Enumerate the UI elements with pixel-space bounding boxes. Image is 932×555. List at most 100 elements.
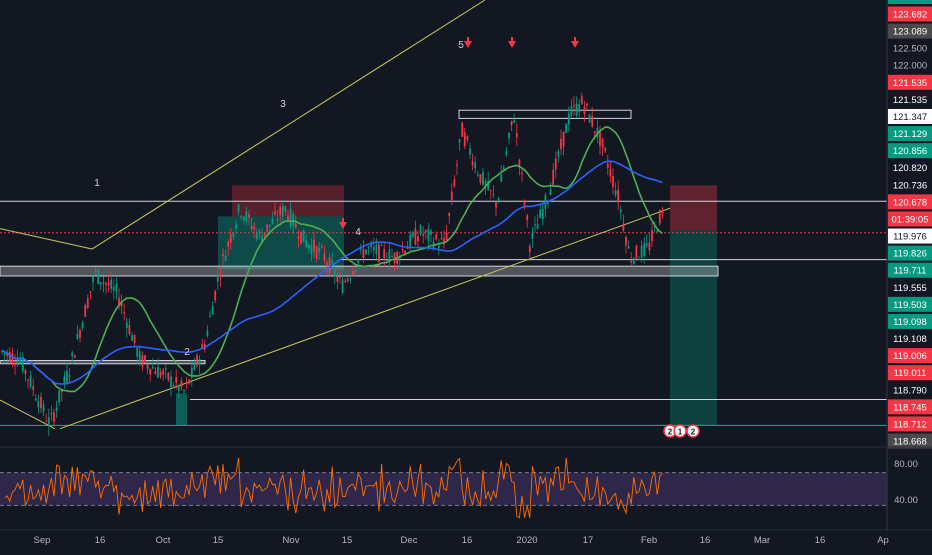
candle-body (638, 258, 640, 260)
candle-body (34, 398, 37, 401)
candle-body (456, 164, 458, 166)
price-label: 119.108 (893, 334, 927, 345)
candle-body (443, 238, 445, 245)
candle-body (471, 161, 474, 166)
price-label: 120.736 (893, 180, 927, 191)
candle-body (214, 290, 217, 301)
price-label-bg (888, 348, 932, 364)
candle-body (466, 136, 469, 140)
candle-body (586, 103, 588, 106)
candle-body (144, 355, 146, 362)
candle-body (448, 213, 451, 217)
wave-label-1: 1 (94, 178, 100, 189)
price-label: 119.011 (894, 368, 927, 379)
candle-body (656, 231, 659, 233)
price-label: 123.089 (893, 27, 927, 38)
candle-body (575, 103, 578, 116)
candle-body (445, 233, 448, 240)
time-axis: Sep 16 Oct 15 Nov 15 Dec 16 2020 17 Feb 16 Mar 16 Ap (0, 529, 932, 546)
price-label: 119.826 (893, 249, 927, 260)
candle-body (463, 132, 466, 147)
candle-body (216, 277, 219, 282)
candle-body (164, 368, 167, 370)
moving-average-slow (1, 160, 663, 385)
price-label-bg (888, 177, 932, 193)
candle-body (172, 385, 175, 387)
candle-body (523, 201, 526, 206)
candle-body (424, 230, 427, 233)
candle-body (53, 412, 55, 422)
candle-body (198, 358, 201, 365)
candle-body (300, 231, 302, 244)
price-label: 118.745 (893, 402, 927, 413)
candle-body (268, 224, 271, 227)
candle-body (497, 198, 500, 201)
candle-body (76, 333, 79, 339)
wave-label-4: 4 (355, 227, 361, 238)
candle-body (531, 232, 534, 239)
candle-body (110, 279, 113, 289)
candle-body (487, 180, 490, 190)
candle-body (79, 329, 81, 338)
candle-body (47, 417, 50, 427)
candle-body (242, 216, 245, 221)
candle-body (391, 255, 393, 257)
candle-body (294, 223, 297, 228)
channel-line (0, 228, 93, 250)
price-label-bg (888, 279, 932, 295)
candle-body (190, 367, 193, 378)
candle-body (580, 96, 583, 104)
price-label-bg (888, 40, 932, 56)
candle-body (562, 131, 565, 147)
arrow-down-icon (571, 41, 579, 48)
time-tick-label: 17 (583, 535, 594, 546)
candle-body (560, 138, 562, 150)
price-label-bg (888, 228, 932, 244)
candle-body (625, 237, 627, 246)
candle-body (645, 243, 648, 246)
price-label-bg (888, 331, 932, 347)
candle-body (648, 242, 651, 251)
wave-label-3: 3 (280, 99, 286, 110)
candle-body (661, 211, 664, 214)
candle-body (632, 258, 635, 265)
candle-body (55, 407, 58, 411)
candle-body (484, 180, 487, 186)
candle-body (302, 229, 305, 243)
candle-body (66, 370, 68, 383)
price-label: 121.129 (893, 129, 927, 140)
price-label: 119.555 (893, 283, 927, 294)
price-label-bg (888, 433, 932, 449)
event-badge-label: 1 (678, 428, 683, 437)
candle-body (619, 209, 622, 212)
candle-body (365, 249, 367, 254)
candle-body (339, 276, 341, 278)
candle-body (151, 366, 154, 369)
candle-body (469, 148, 471, 155)
candle-body (19, 358, 22, 362)
candle-body (505, 151, 508, 155)
event-badge (673, 424, 687, 438)
event-badge (686, 424, 700, 438)
candle-body (279, 207, 282, 216)
candle-body (437, 245, 440, 249)
candle-body (159, 372, 162, 377)
candle-body (591, 116, 594, 127)
candle-body (383, 249, 386, 259)
candle-body (281, 205, 284, 217)
candle-body (261, 235, 263, 242)
time-tick-label: 16 (462, 535, 473, 546)
time-tick-label: Mar (754, 535, 770, 546)
price-label-bg (888, 365, 932, 381)
candle-body (479, 174, 482, 183)
candle-body (86, 298, 89, 309)
candle-body (453, 179, 456, 187)
candle-body (375, 245, 378, 254)
candle-body (583, 106, 586, 114)
candle-body (380, 244, 383, 246)
price-label-bg (888, 194, 932, 210)
candle-body (229, 234, 232, 243)
candle-body (614, 190, 617, 195)
